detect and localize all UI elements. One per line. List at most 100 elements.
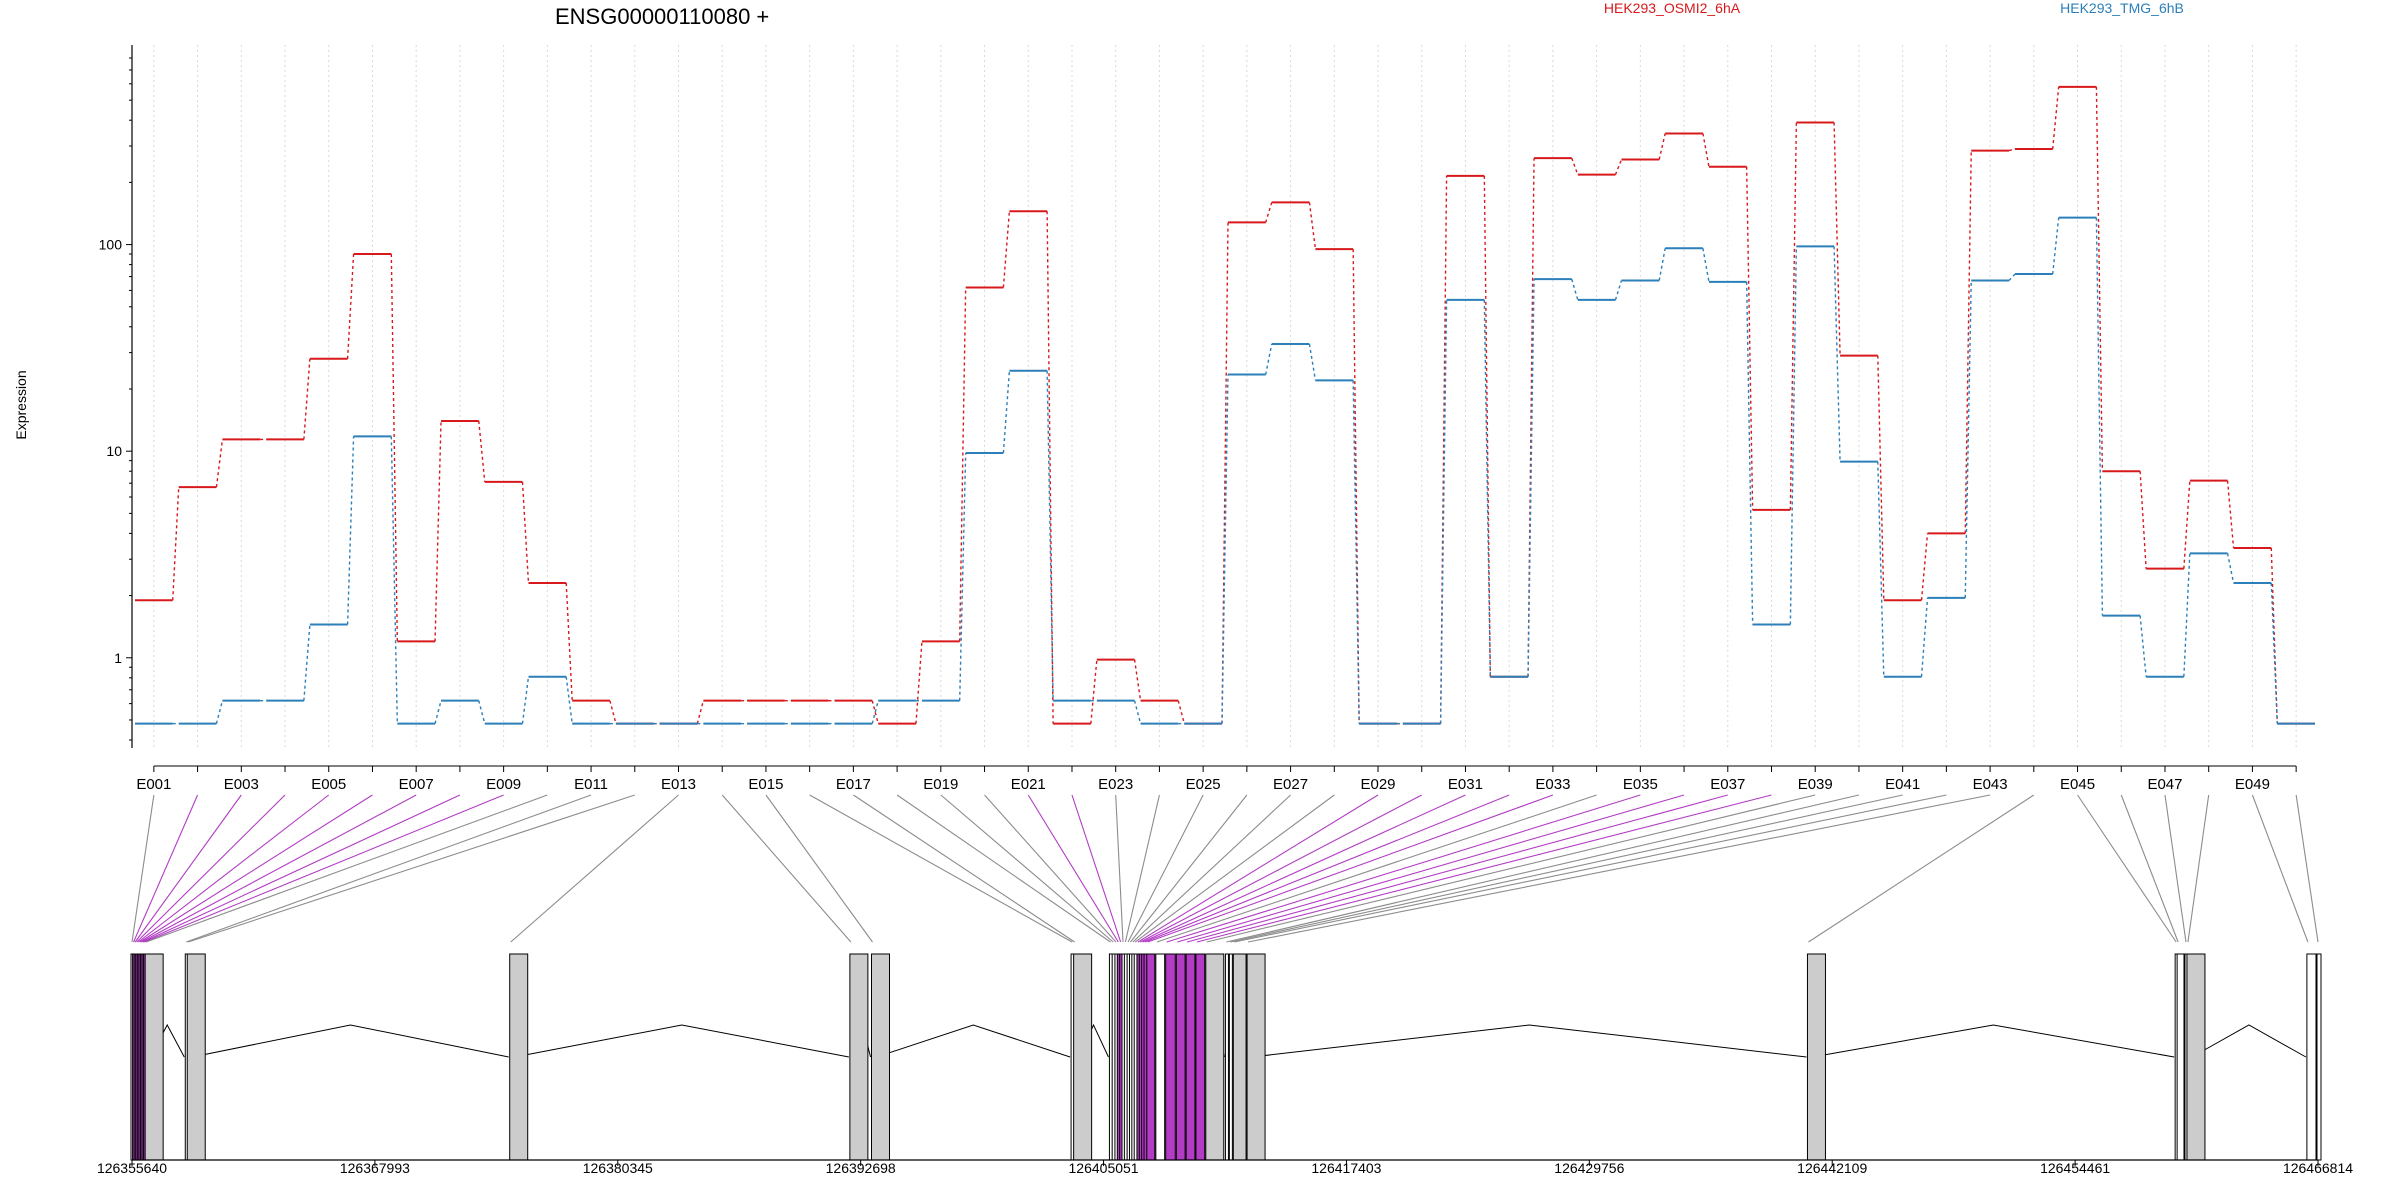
x-tick-label: E003 — [224, 776, 259, 793]
series-connector — [1352, 249, 1360, 724]
series-connector — [1789, 122, 1798, 510]
series-connector — [2008, 273, 2016, 281]
gene-axis-label: 126429756 — [1554, 1160, 1624, 1176]
series-connector — [434, 420, 442, 642]
series-connector — [2095, 86, 2104, 472]
series-connector — [2095, 217, 2104, 616]
exon-box — [1232, 953, 1247, 1161]
exon-connector — [1115, 794, 1124, 943]
exon-box — [2186, 953, 2206, 1161]
series-connector — [1177, 700, 1185, 724]
exon-box — [2176, 953, 2185, 1161]
series-connector — [1265, 343, 1273, 375]
series-connector — [1614, 159, 1623, 175]
exon-connector — [1166, 794, 1641, 943]
exon-connector — [186, 794, 592, 943]
exon-connector — [1156, 794, 1597, 943]
exon-box — [1246, 953, 1266, 1161]
exon-box — [1806, 953, 1826, 1161]
y-tick-label: 10 — [106, 443, 122, 459]
gene-axis-label: 126367993 — [340, 1160, 410, 1176]
exon-connector — [1234, 794, 1947, 943]
exon-connector — [1132, 794, 1291, 943]
series-connector — [2139, 615, 2147, 677]
exon-box — [144, 953, 164, 1161]
exon-connector — [2187, 794, 2210, 943]
exon-connector — [1071, 794, 1122, 943]
gene-model — [130, 953, 2322, 1161]
x-tick-label: E025 — [1186, 776, 1221, 793]
series-connector — [1702, 133, 1710, 167]
exon-connector — [142, 794, 461, 943]
exon-box — [1195, 953, 1206, 1161]
series-connector — [696, 700, 705, 724]
exon-connector — [721, 794, 852, 943]
series-connector — [915, 641, 923, 724]
exon-connector — [1140, 794, 1422, 943]
series-connector — [2183, 553, 2191, 677]
series-connector — [1964, 280, 1972, 598]
exon-connector — [1147, 794, 1554, 943]
exon-box — [1224, 953, 1229, 1161]
series-connector — [303, 358, 311, 440]
gene-axis-label: 126442109 — [1797, 1160, 1867, 1176]
exon-connector — [809, 794, 1073, 943]
series-connector — [478, 420, 486, 482]
exon-connector — [2077, 794, 2177, 943]
exon-connector — [188, 794, 635, 943]
series-connector — [434, 700, 442, 724]
series-connector — [390, 254, 399, 642]
series-connector — [303, 624, 311, 701]
y-tick-label: 100 — [99, 237, 123, 253]
series-connector — [2139, 471, 2147, 569]
series-connector — [521, 481, 530, 584]
series-connector — [346, 253, 355, 359]
series-b — [135, 216, 2315, 725]
series-connector — [478, 700, 486, 724]
exon-connector — [2251, 794, 2309, 943]
series-connector — [1571, 278, 1579, 301]
series-connector — [565, 583, 573, 701]
exon-connector — [136, 794, 286, 943]
exon-connector — [1134, 794, 1335, 943]
exon-connector — [1196, 794, 1772, 943]
exon-connector — [1186, 794, 1728, 943]
exon-connector — [1142, 794, 1466, 943]
y-axis-label: Expression — [13, 370, 29, 439]
x-tick-label: E047 — [2147, 776, 2182, 793]
exon-connector — [145, 794, 548, 943]
exon-connector — [1144, 794, 1510, 943]
series-connector — [2226, 480, 2235, 549]
x-tick-label: E035 — [1623, 776, 1658, 793]
series-a — [135, 85, 2315, 725]
series-connector — [1221, 222, 1229, 724]
series-connector — [1483, 299, 1492, 677]
series-connector — [2270, 583, 2278, 724]
series-connector — [1745, 281, 1754, 625]
exon-box — [1185, 953, 1196, 1161]
x-tick-label: E037 — [1710, 776, 1745, 793]
x-tick-label: E005 — [311, 776, 346, 793]
series-connector — [2051, 86, 2060, 150]
series-connector — [1920, 533, 1929, 601]
exon-box — [871, 953, 891, 1161]
gene-axis-label: 126380345 — [583, 1160, 653, 1176]
series-connector — [1439, 299, 1448, 724]
x-tick-label: E009 — [486, 776, 521, 793]
exon-box — [1155, 953, 1166, 1161]
exon-connector — [133, 794, 199, 943]
exon-connector — [134, 794, 242, 943]
exon-box — [1073, 953, 1093, 1161]
series-connector — [1833, 246, 1841, 462]
series-connector — [2051, 217, 2060, 275]
series-connector — [2008, 148, 2016, 152]
exon-connector — [2295, 794, 2319, 943]
x-tick-label: E013 — [661, 776, 696, 793]
vertical-grid — [153, 45, 2297, 748]
exon-box — [1175, 953, 1186, 1161]
exon-connector — [1027, 794, 1119, 943]
series-connector — [1920, 597, 1929, 677]
series-connector — [1877, 355, 1885, 601]
series-lines — [135, 85, 2315, 725]
series-connector — [1658, 248, 1666, 281]
